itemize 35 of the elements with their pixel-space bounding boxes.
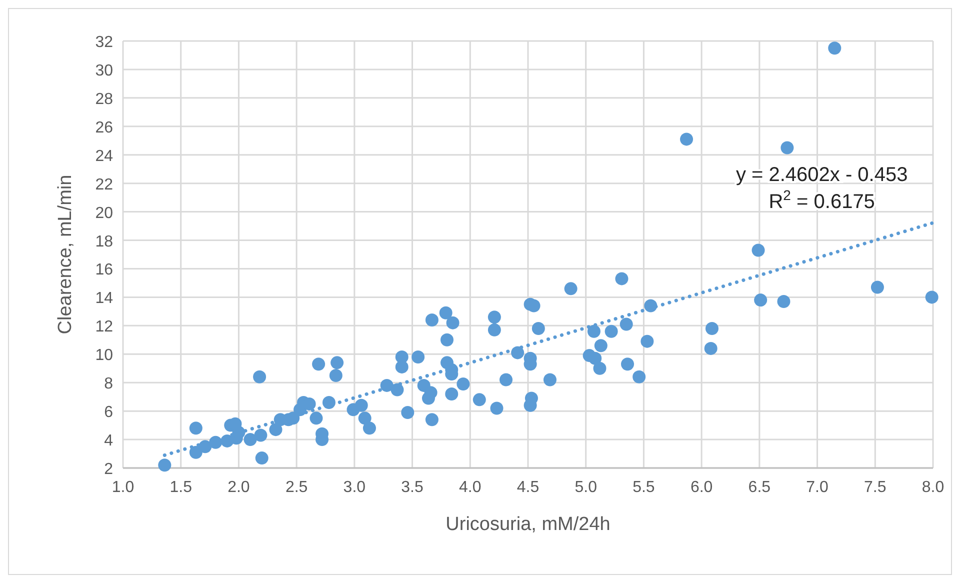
x-tick-label: 1.0 bbox=[112, 479, 134, 496]
x-tick-label: 3.0 bbox=[343, 479, 366, 496]
y-tick-label: 30 bbox=[95, 62, 114, 80]
y-tick-label: 14 bbox=[95, 290, 114, 308]
annotation: y = 2.4602x - 0.453 bbox=[736, 164, 908, 186]
x-tick-label: 2.5 bbox=[285, 479, 308, 496]
y-tick-label: 22 bbox=[95, 176, 114, 194]
x-axis-title: Uricosuria, mM/24h bbox=[446, 514, 610, 535]
x-tick-label: 5.0 bbox=[574, 479, 598, 496]
y-tick-label: 2 bbox=[104, 461, 114, 478]
x-tick-label: 5.5 bbox=[632, 479, 655, 496]
x-tick-label: 8.0 bbox=[922, 479, 944, 496]
annotation: R$^{2}$ = 0.6175 bbox=[768, 187, 875, 214]
x-tick-label: 4.0 bbox=[459, 479, 482, 496]
y-tick-label: 18 bbox=[95, 233, 114, 250]
y-tick-label: 32 bbox=[95, 34, 114, 51]
x-tick-label: 7.5 bbox=[864, 479, 886, 496]
y-tick-label: 8 bbox=[104, 376, 114, 393]
y-tick-label: 26 bbox=[95, 119, 114, 136]
y-axis-title: Clearence, mL/min bbox=[55, 174, 76, 334]
x-tick-label: 3.5 bbox=[401, 479, 424, 496]
y-tick-label: 28 bbox=[95, 90, 114, 108]
y-tick-label: 16 bbox=[95, 262, 114, 279]
y-tick-label: 6 bbox=[104, 404, 114, 422]
y-tick-label: 4 bbox=[104, 432, 114, 450]
x-tick-label: 6.0 bbox=[690, 479, 713, 496]
x-tick-label: 1.5 bbox=[170, 479, 192, 496]
y-tick-label: 24 bbox=[95, 148, 114, 165]
x-tick-label: 7.0 bbox=[806, 479, 829, 496]
y-tick-label: 12 bbox=[95, 318, 114, 336]
y-tick-label: 20 bbox=[95, 204, 114, 222]
x-tick-label: 4.5 bbox=[516, 479, 540, 496]
x-tick-label: 2.0 bbox=[228, 479, 250, 496]
x-tick-label: 6.5 bbox=[748, 479, 771, 496]
y-tick-label: 10 bbox=[95, 347, 114, 364]
